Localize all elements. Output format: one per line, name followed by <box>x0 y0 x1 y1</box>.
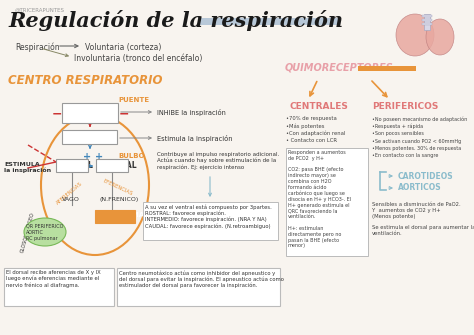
Text: −: − <box>119 108 129 121</box>
Text: CENTRALES: CENTRALES <box>290 102 349 111</box>
Bar <box>358 66 416 71</box>
Text: AORTICOS: AORTICOS <box>398 183 442 192</box>
Text: Respiración: Respiración <box>15 43 60 53</box>
Text: QUIMORECEPTORES: QUIMORECEPTORES <box>285 63 394 73</box>
Text: DIAFRAGMA: DIAFRAGMA <box>97 212 144 218</box>
Text: ESTIMULA
la inspiración: ESTIMULA la inspiración <box>4 162 51 174</box>
Bar <box>422 19 432 21</box>
Bar <box>422 23 432 25</box>
Text: GLOSOFARINGEO: GLOSOFARINGEO <box>20 212 36 254</box>
Text: INHIBE la inspiración: INHIBE la inspiración <box>157 109 226 116</box>
Text: •No poseen mecanismo de adaptación: •No poseen mecanismo de adaptación <box>372 116 467 122</box>
Bar <box>95 210 135 223</box>
Text: • Contacto con LCR: • Contacto con LCR <box>286 138 337 143</box>
Bar <box>96 159 128 172</box>
Bar <box>198 18 340 25</box>
Bar <box>286 148 368 256</box>
Text: Voluntaria (corteza): Voluntaria (corteza) <box>85 43 161 52</box>
Text: Contribuye al impulso respiratorio adicional.
Actúa cuando hay sobre estimulació: Contribuye al impulso respiratorio adici… <box>157 152 279 170</box>
Text: VENTRAL: VENTRAL <box>98 161 137 170</box>
Bar <box>143 202 278 240</box>
Text: Involuntaria (tronco del encéfalo): Involuntaria (tronco del encéfalo) <box>74 54 202 63</box>
Text: AFERENCIAS: AFERENCIAS <box>55 181 83 206</box>
Text: •Respuesta + rápida: •Respuesta + rápida <box>372 124 423 129</box>
Text: VAGO: VAGO <box>62 197 80 202</box>
Text: PUENTE: PUENTE <box>118 97 149 103</box>
Text: CENTRO
NEUMOTAXICO: CENTRO NEUMOTAXICO <box>64 105 110 116</box>
Text: CAROTIDEOS: CAROTIDEOS <box>398 172 454 181</box>
Text: A su vez el ventral está compuesto por 3partes.
ROSTRAL: favorece espiración.
IN: A su vez el ventral está compuesto por 3… <box>145 204 272 229</box>
Text: DORSAL: DORSAL <box>58 161 93 170</box>
Text: Regulación de la respiración: Regulación de la respiración <box>8 10 343 31</box>
Text: •Menos potentes. 30% de respuesta: •Menos potentes. 30% de respuesta <box>372 146 461 151</box>
Text: •Más potentes: •Más potentes <box>286 124 325 129</box>
Ellipse shape <box>396 14 434 56</box>
Text: •Son pocos sensibles: •Son pocos sensibles <box>372 131 424 136</box>
Bar <box>422 15 432 17</box>
Ellipse shape <box>426 19 454 55</box>
Bar <box>62 103 118 123</box>
Text: •Con adaptación renal: •Con adaptación renal <box>286 131 346 136</box>
Bar <box>424 14 430 30</box>
Text: PERIFERICOS: PERIFERICOS <box>372 102 438 111</box>
Text: CENTRO RESPIRATORIO: CENTRO RESPIRATORIO <box>8 74 163 87</box>
Text: (N.FRENICO): (N.FRENICO) <box>100 197 139 202</box>
Text: El dorsal recibe aferencias de X y IX
luego envía eferencias mediante el
nervio : El dorsal recibe aferencias de X y IX lu… <box>6 270 101 288</box>
Text: •Se activan cuando PO2 < 60mmHg: •Se activan cuando PO2 < 60mmHg <box>372 138 461 143</box>
Text: Estimula la inspiración: Estimula la inspiración <box>157 135 233 142</box>
Text: EFERENCIAS: EFERENCIAS <box>102 178 134 196</box>
Text: •En contacto con la sangre: •En contacto con la sangre <box>372 153 438 158</box>
Bar <box>117 268 280 306</box>
Text: QR PERIFERICO
AORTIC
RC pulmonar: QR PERIFERICO AORTIC RC pulmonar <box>26 224 64 241</box>
Text: Centro neumotáxico actúa como inhibidor del apneustico y
del dorsal para evitar : Centro neumotáxico actúa como inhibidor … <box>119 270 284 288</box>
Text: BULBO: BULBO <box>118 153 145 159</box>
Text: +: + <box>95 152 103 162</box>
Text: @TRICERAPUNTES: @TRICERAPUNTES <box>15 7 65 12</box>
Text: Responden a aumentos
de PCO2  y H+

CO2: pasa BHE (efecto
indirecto mayor) se
co: Responden a aumentos de PCO2 y H+ CO2: p… <box>288 150 351 248</box>
Text: •70% de respuesta: •70% de respuesta <box>286 116 337 121</box>
Text: APNEUSTICO: APNEUSTICO <box>64 132 109 138</box>
Bar <box>56 159 88 172</box>
Text: −: − <box>52 108 63 121</box>
Bar <box>4 268 114 306</box>
Text: +: + <box>83 152 91 162</box>
Bar <box>62 130 117 144</box>
Text: Sensibles a disminución de PaO2.
Y  aumentos de CO2 y H+
(Menos potente)

Se est: Sensibles a disminución de PaO2. Y aumen… <box>372 202 474 236</box>
Ellipse shape <box>24 218 66 246</box>
